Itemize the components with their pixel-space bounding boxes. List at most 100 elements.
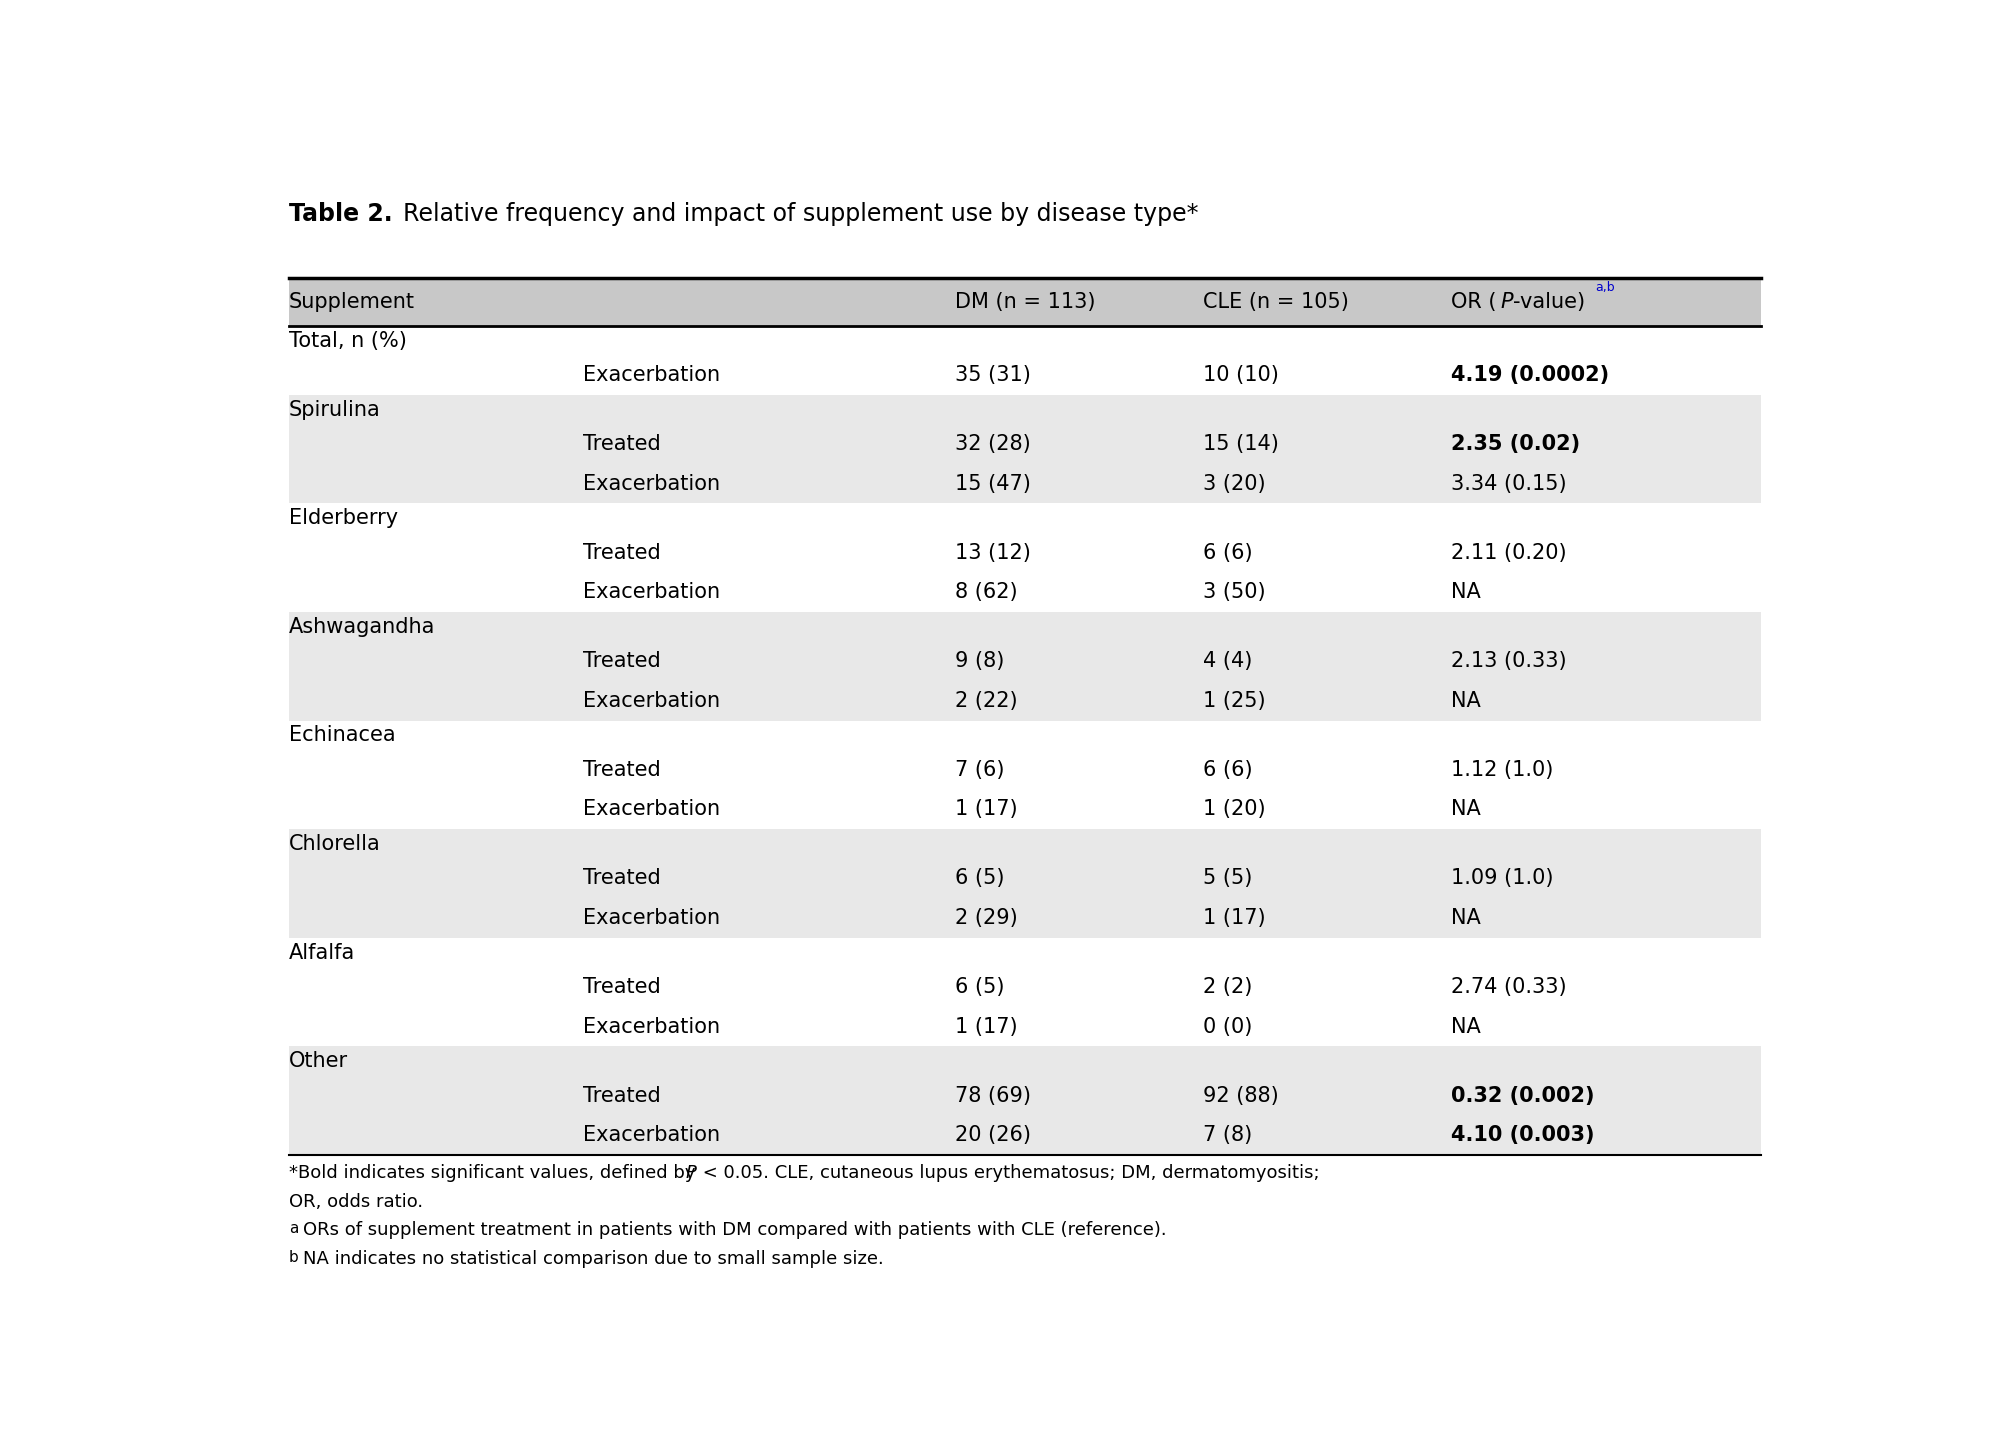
Text: Other: Other <box>288 1050 348 1071</box>
Text: ORs of supplement treatment in patients with DM compared with patients with CLE : ORs of supplement treatment in patients … <box>302 1222 1166 1239</box>
Text: Treated: Treated <box>584 543 660 563</box>
Text: 1 (25): 1 (25) <box>1204 690 1266 710</box>
Text: Exacerbation: Exacerbation <box>584 690 720 710</box>
Bar <box>288 720 1762 751</box>
Text: Elderberry: Elderberry <box>288 509 398 529</box>
Text: P: P <box>1500 293 1514 313</box>
Text: 1.09 (1.0): 1.09 (1.0) <box>1452 869 1554 889</box>
Text: NA: NA <box>1452 690 1480 710</box>
Text: Exacerbation: Exacerbation <box>584 582 720 602</box>
Text: 0 (0): 0 (0) <box>1204 1016 1252 1036</box>
Text: Exacerbation: Exacerbation <box>584 474 720 494</box>
Text: 2 (22): 2 (22) <box>956 690 1018 710</box>
Bar <box>288 464 1762 503</box>
Text: -value): -value) <box>1514 293 1586 313</box>
Bar <box>288 612 1762 641</box>
Text: Exacerbation: Exacerbation <box>584 365 720 385</box>
Text: 32 (28): 32 (28) <box>956 434 1032 454</box>
Text: 6 (5): 6 (5) <box>956 977 1004 997</box>
Text: NA: NA <box>1452 908 1480 928</box>
Bar <box>288 967 1762 1007</box>
Text: Treated: Treated <box>584 977 660 997</box>
Text: b: b <box>288 1251 298 1265</box>
Text: Alfalfa: Alfalfa <box>288 942 356 963</box>
Bar <box>288 326 1762 356</box>
Bar <box>288 1076 1762 1115</box>
Text: 1.12 (1.0): 1.12 (1.0) <box>1452 759 1554 780</box>
Text: 2 (29): 2 (29) <box>956 908 1018 928</box>
Text: 15 (47): 15 (47) <box>956 474 1032 494</box>
Text: 4 (4): 4 (4) <box>1204 651 1252 672</box>
Text: 6 (6): 6 (6) <box>1204 759 1252 780</box>
Bar <box>288 356 1762 395</box>
Text: 2.74 (0.33): 2.74 (0.33) <box>1452 977 1566 997</box>
Text: 5 (5): 5 (5) <box>1204 869 1252 889</box>
Text: Chlorella: Chlorella <box>288 834 380 855</box>
Text: 15 (14): 15 (14) <box>1204 434 1280 454</box>
Text: 1 (17): 1 (17) <box>956 800 1018 820</box>
Bar <box>288 533 1762 572</box>
Text: Treated: Treated <box>584 869 660 889</box>
Text: 3.34 (0.15): 3.34 (0.15) <box>1452 474 1566 494</box>
Text: NA indicates no statistical comparison due to small sample size.: NA indicates no statistical comparison d… <box>302 1251 884 1268</box>
Text: Echinacea: Echinacea <box>288 725 396 745</box>
Text: Supplement: Supplement <box>288 293 414 313</box>
Text: a,b: a,b <box>1596 281 1616 294</box>
Text: OR (: OR ( <box>1452 293 1496 313</box>
Text: *Bold indicates significant values, defined by: *Bold indicates significant values, defi… <box>288 1164 702 1182</box>
Text: 13 (12): 13 (12) <box>956 543 1032 563</box>
Text: NA: NA <box>1452 582 1480 602</box>
Bar <box>288 641 1762 682</box>
Text: 4.10 (0.003): 4.10 (0.003) <box>1452 1125 1594 1146</box>
Text: DM (n = 113): DM (n = 113) <box>956 293 1096 313</box>
Text: 0.32 (0.002): 0.32 (0.002) <box>1452 1085 1594 1105</box>
Text: 2.35 (0.02): 2.35 (0.02) <box>1452 434 1580 454</box>
Bar <box>288 898 1762 938</box>
Text: 1 (17): 1 (17) <box>1204 908 1266 928</box>
Bar <box>288 751 1762 790</box>
Text: < 0.05. CLE, cutaneous lupus erythematosus; DM, dermatomyositis;: < 0.05. CLE, cutaneous lupus erythematos… <box>696 1164 1320 1182</box>
Text: 10 (10): 10 (10) <box>1204 365 1280 385</box>
Bar <box>288 938 1762 967</box>
Text: Exacerbation: Exacerbation <box>584 1125 720 1146</box>
Text: Treated: Treated <box>584 434 660 454</box>
Text: OR, odds ratio.: OR, odds ratio. <box>288 1193 422 1210</box>
Text: 2.11 (0.20): 2.11 (0.20) <box>1452 543 1566 563</box>
Text: Relative frequency and impact of supplement use by disease type*: Relative frequency and impact of supplem… <box>404 202 1198 226</box>
Text: 7 (8): 7 (8) <box>1204 1125 1252 1146</box>
Text: Ashwagandha: Ashwagandha <box>288 617 436 637</box>
Text: Table 2.: Table 2. <box>288 202 392 226</box>
Text: Treated: Treated <box>584 651 660 672</box>
Text: 1 (20): 1 (20) <box>1204 800 1266 820</box>
Text: Exacerbation: Exacerbation <box>584 908 720 928</box>
Bar <box>288 1007 1762 1046</box>
Text: 8 (62): 8 (62) <box>956 582 1018 602</box>
Text: CLE (n = 105): CLE (n = 105) <box>1204 293 1350 313</box>
Text: Spirulina: Spirulina <box>288 399 380 419</box>
Text: P: P <box>686 1164 696 1182</box>
Text: NA: NA <box>1452 1016 1480 1036</box>
Text: Treated: Treated <box>584 759 660 780</box>
Text: 35 (31): 35 (31) <box>956 365 1032 385</box>
Text: 2 (2): 2 (2) <box>1204 977 1252 997</box>
Bar <box>288 790 1762 829</box>
Bar <box>288 425 1762 464</box>
Text: Treated: Treated <box>584 1085 660 1105</box>
Text: Exacerbation: Exacerbation <box>584 1016 720 1036</box>
Text: 9 (8): 9 (8) <box>956 651 1004 672</box>
Text: a: a <box>288 1222 298 1236</box>
Text: 92 (88): 92 (88) <box>1204 1085 1280 1105</box>
Text: 6 (6): 6 (6) <box>1204 543 1252 563</box>
Bar <box>288 278 1762 326</box>
Text: Exacerbation: Exacerbation <box>584 800 720 820</box>
Bar <box>288 1115 1762 1154</box>
Text: 3 (20): 3 (20) <box>1204 474 1266 494</box>
Bar <box>288 682 1762 720</box>
Text: 7 (6): 7 (6) <box>956 759 1004 780</box>
Bar <box>288 829 1762 859</box>
Bar <box>288 395 1762 425</box>
Text: 78 (69): 78 (69) <box>956 1085 1032 1105</box>
Text: 6 (5): 6 (5) <box>956 869 1004 889</box>
Bar <box>288 503 1762 533</box>
Text: NA: NA <box>1452 800 1480 820</box>
